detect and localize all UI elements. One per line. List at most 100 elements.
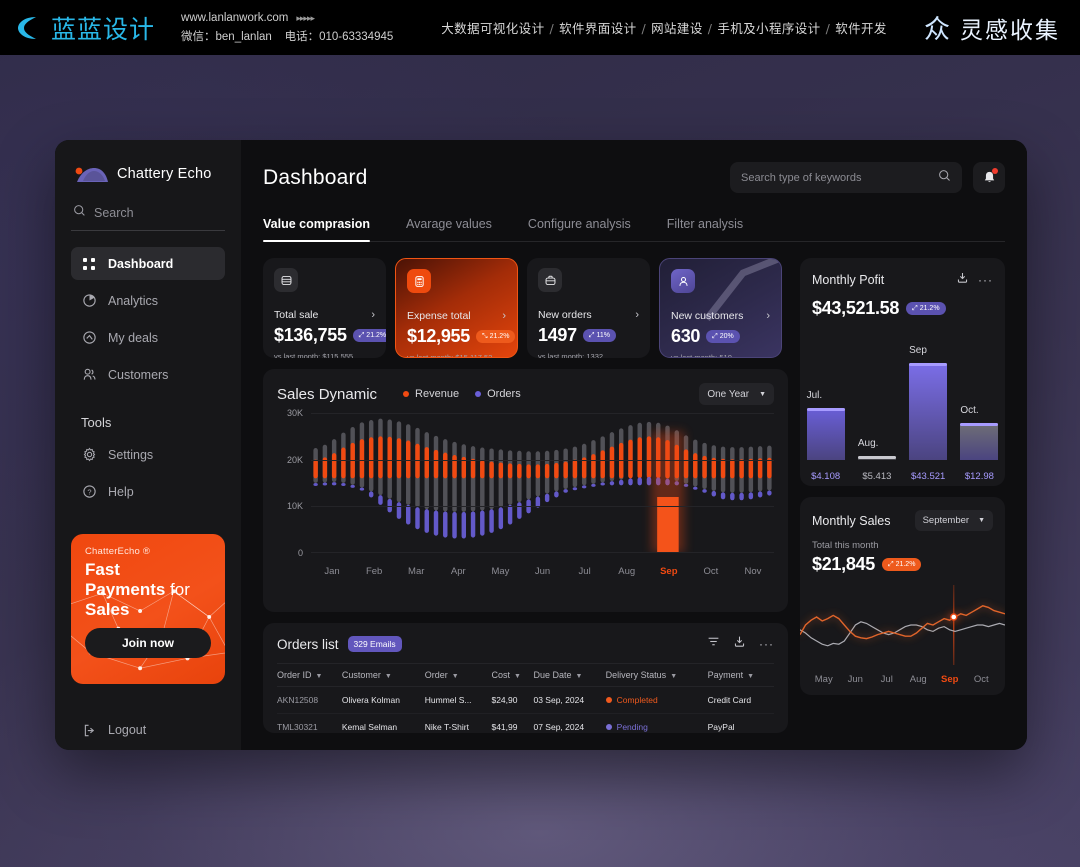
monthly-profit-value: $43,521.58 (812, 298, 900, 318)
gear-icon (81, 447, 97, 463)
sales-dynamic-legend: Revenue Orders (403, 388, 521, 400)
x-tick: Jul (578, 566, 591, 577)
orders-table: Order ID ▼ Customer ▼ Order ▼ Cost ▼ Due Dat… (277, 663, 774, 733)
sidebar-item-label: Dashboard (108, 256, 174, 271)
col-order-id[interactable]: Order ID ▼ (277, 663, 342, 687)
col-cost[interactable]: Cost ▼ (491, 663, 534, 687)
search-icon[interactable] (938, 169, 951, 187)
kpi-delta-badge: ⤢ 11% (582, 329, 616, 342)
month-select[interactable]: September ▼ (914, 510, 993, 531)
sidebar-item-settings[interactable]: Settings (71, 438, 225, 471)
legend-orders: Orders (475, 388, 521, 400)
table-header-row: Order ID ▼ Customer ▼ Order ▼ Cost ▼ Due Dat… (277, 663, 774, 687)
app-window: Chattery Echo Dashboard Analytics My de (55, 140, 1027, 750)
chevron-down-icon: ▼ (315, 673, 323, 680)
orders-list-panel: Orders list 329 Emails ··· Order ID ▼ (263, 623, 788, 733)
chevron-right-icon[interactable]: › (766, 310, 770, 322)
chevron-right-icon[interactable]: › (371, 309, 375, 321)
sidebar-item-label: Settings (108, 447, 154, 462)
chevron-right-icon[interactable]: › (635, 309, 639, 321)
filter-icon[interactable] (707, 635, 720, 653)
trend-down-icon: ⤡ (481, 332, 488, 340)
tab-avarage-values[interactable]: Avarage values (405, 217, 492, 231)
tab-filter-analysis[interactable]: Filter analysis (666, 217, 744, 231)
kpi-delta-badge: ⤢ 20% (706, 330, 740, 343)
join-now-button[interactable]: Join now (85, 628, 211, 658)
kpi-delta: 21.2% (366, 332, 386, 339)
cell-order: Hummel S... (424, 686, 492, 714)
logout-button[interactable]: Logout (71, 722, 156, 738)
x-tick: Feb (365, 566, 383, 577)
kpi-card-new-customers[interactable]: New customers › 630 ⤢ 20% vs last month: … (659, 258, 782, 358)
more-options-icon[interactable]: ··· (759, 637, 774, 651)
profit-bar-month: Aug. (857, 438, 879, 450)
kpi-subtext: vs last month: 510 (671, 353, 732, 358)
kpi-delta-badge: ⤡ 21.2% (475, 330, 516, 343)
sidebar-item-help[interactable]: ? Help (71, 475, 225, 508)
logout-icon (81, 722, 97, 738)
tab-configure-analysis[interactable]: Configure analysis (527, 217, 631, 231)
trend-up-icon: ⤢ (712, 332, 718, 340)
kpi-delta: 21.2% (489, 333, 510, 340)
lanlan-logo: 蓝蓝设计 (14, 10, 155, 46)
keyword-search[interactable] (730, 162, 962, 193)
pie-chart-icon (81, 293, 97, 309)
keyword-search-input[interactable] (741, 171, 930, 184)
page-header: Dashboard (263, 162, 1005, 193)
service-1: 软件界面设计 (559, 21, 637, 36)
download-icon[interactable] (733, 635, 746, 653)
cell-order: Nike T-Shirt (424, 713, 492, 733)
notifications-button[interactable] (973, 162, 1005, 193)
sales-month-label: May (814, 674, 833, 685)
service-0: 大数据可视化设计 (441, 21, 545, 36)
kpi-card-new-orders[interactable]: New orders › 1497 ⤢ 11% vs last month: 13… (527, 258, 650, 358)
profit-bar-month: Oct. (960, 404, 979, 416)
tab-value-comprasion[interactable]: Value comprasion (263, 217, 370, 242)
chevron-right-icon[interactable]: › (502, 310, 506, 322)
sidebar-item-dashboard[interactable]: Dashboard (71, 247, 225, 280)
users-icon (81, 367, 97, 383)
left-column: Total sale › $136,755 ⤢ 21.2% vs last mon… (263, 258, 788, 733)
table-row[interactable]: AKN12508 Olivera Kolman Hummel S... $24,… (277, 686, 774, 714)
sidebar-item-customers[interactable]: Customers (71, 358, 225, 391)
cell-customer: Olivera Kolman (341, 686, 425, 714)
more-options-icon[interactable]: ··· (978, 273, 993, 287)
profit-bar-cap (909, 362, 948, 366)
cell-due-date: 07 Sep, 2024 (533, 713, 606, 733)
sidebar-item-analytics[interactable]: Analytics (71, 284, 225, 317)
y-tick: 30K (286, 408, 303, 418)
x-tick: Nov (744, 566, 762, 577)
sidebar-item-my-deals[interactable]: My deals (71, 321, 225, 354)
profit-bar (857, 456, 896, 460)
inspiration-logo: 众 灵感收集 (924, 9, 1060, 46)
month-select-value: September (922, 515, 970, 526)
x-tick: Jun (534, 566, 551, 577)
col-delivery-status[interactable]: Delivery Status ▼ (605, 663, 708, 687)
profit-bar-column: Sep (909, 345, 948, 460)
col-payment[interactable]: Payment ▼ (707, 663, 774, 687)
search-input[interactable] (94, 206, 223, 220)
cell-status: Completed (605, 686, 708, 714)
chevron-down-icon: ▼ (747, 673, 755, 680)
table-row[interactable]: TML30321 Kemal Selman Nike T-Shirt $41,9… (277, 713, 774, 733)
monthly-sales-title: Monthly Sales (812, 513, 891, 528)
col-order[interactable]: Order ▼ (424, 663, 492, 687)
col-due-date[interactable]: Due Date ▼ (533, 663, 606, 687)
kpi-delta-badge: ⤢ 21.2% (352, 329, 386, 342)
kpi-card-total-sale[interactable]: Total sale › $136,755 ⤢ 21.2% vs last mon… (263, 258, 386, 358)
sales-dynamic-bars (313, 418, 772, 553)
monthly-profit-delta-badge: ⤢ 21.2% (906, 302, 946, 315)
col-customer[interactable]: Customer ▼ (341, 663, 425, 687)
kpi-value: $136,755 (274, 325, 347, 345)
sidebar-search[interactable] (71, 204, 225, 231)
svg-text:?: ? (87, 488, 91, 497)
legend-dot-orders (475, 391, 482, 397)
briefcase-icon (538, 268, 562, 292)
time-range-select[interactable]: One Year ▼ (699, 383, 774, 405)
sales-month-label: Oct (973, 674, 989, 685)
orders-list-title: Orders list (277, 636, 339, 652)
download-icon[interactable] (956, 271, 969, 289)
kpi-card-expense-total[interactable]: Expense total › $12,955 ⤡ 21.2% vs last m… (395, 258, 518, 358)
chattery-echo-logo-icon (75, 166, 109, 182)
arrows-icon: ▸▸▸▸▸ (296, 12, 315, 23)
